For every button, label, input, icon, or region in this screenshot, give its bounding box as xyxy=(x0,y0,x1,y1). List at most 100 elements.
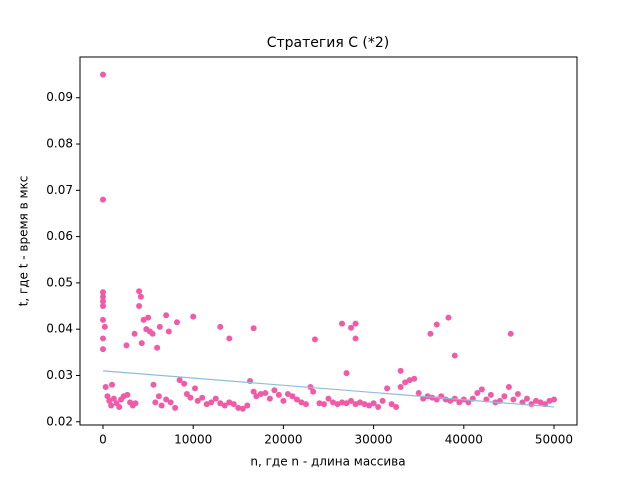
x-tick-label: 50000 xyxy=(535,433,573,447)
point xyxy=(100,298,107,305)
point xyxy=(173,319,180,326)
point xyxy=(138,340,145,347)
point xyxy=(262,390,269,397)
point xyxy=(284,390,291,397)
point xyxy=(145,314,152,321)
point xyxy=(253,393,260,400)
point xyxy=(357,399,364,406)
point xyxy=(104,393,111,400)
y-tick-label: 0.04 xyxy=(46,322,73,336)
point xyxy=(226,399,233,406)
point xyxy=(203,401,210,408)
point xyxy=(411,375,418,382)
point xyxy=(339,399,346,406)
point xyxy=(316,400,323,407)
point xyxy=(275,391,282,398)
point xyxy=(415,390,422,397)
point xyxy=(537,399,544,406)
point xyxy=(298,399,305,406)
point xyxy=(339,320,346,327)
x-tick-label: 0 xyxy=(99,433,107,447)
x-tick-label: 10000 xyxy=(174,433,212,447)
point xyxy=(451,352,458,359)
point xyxy=(523,395,530,402)
point xyxy=(100,289,107,296)
point xyxy=(217,323,224,330)
point xyxy=(230,401,237,408)
point xyxy=(110,395,117,402)
point xyxy=(124,391,131,398)
point xyxy=(250,325,257,332)
point xyxy=(352,401,359,408)
point xyxy=(510,396,517,403)
chart-title: Стратегия С (*2) xyxy=(267,35,390,51)
point xyxy=(478,386,485,393)
point xyxy=(100,71,107,78)
point xyxy=(199,394,206,401)
point xyxy=(361,401,368,408)
point xyxy=(226,335,233,342)
point xyxy=(235,404,242,411)
x-tick-label: 40000 xyxy=(445,433,483,447)
point xyxy=(155,393,162,400)
point xyxy=(156,323,163,330)
y-tick-label: 0.03 xyxy=(46,368,73,382)
point xyxy=(487,391,494,398)
point xyxy=(192,385,199,392)
point xyxy=(176,377,183,384)
point xyxy=(150,381,157,388)
point xyxy=(501,393,508,400)
point xyxy=(343,370,350,377)
point xyxy=(187,394,194,401)
point xyxy=(208,399,215,406)
point xyxy=(352,320,359,327)
point xyxy=(137,293,144,300)
point xyxy=(100,346,107,353)
point xyxy=(366,402,373,409)
point xyxy=(343,400,350,407)
point xyxy=(447,397,454,404)
point xyxy=(136,303,143,310)
point xyxy=(239,405,246,412)
point xyxy=(100,303,107,310)
point xyxy=(116,403,123,410)
point xyxy=(384,385,391,392)
point xyxy=(149,330,156,337)
point xyxy=(289,393,296,400)
point xyxy=(266,395,273,402)
point xyxy=(163,396,170,403)
point xyxy=(465,399,472,406)
point xyxy=(302,401,309,408)
point xyxy=(250,388,257,395)
point xyxy=(194,397,201,404)
point xyxy=(532,397,539,404)
point xyxy=(163,312,170,319)
point xyxy=(106,397,113,404)
point xyxy=(330,399,337,406)
point xyxy=(507,330,514,337)
point xyxy=(320,401,327,408)
point xyxy=(190,313,197,320)
point xyxy=(546,397,553,404)
point xyxy=(402,379,409,386)
trend-line xyxy=(102,370,555,408)
point xyxy=(271,387,278,394)
point xyxy=(212,395,219,402)
point xyxy=(108,402,115,409)
point xyxy=(221,402,228,409)
x-axis-label: n, где n - длина массива xyxy=(250,455,405,469)
point xyxy=(388,401,395,408)
point xyxy=(280,397,287,404)
point xyxy=(101,323,108,330)
point xyxy=(183,390,190,397)
point xyxy=(433,321,440,328)
point xyxy=(140,316,147,323)
point xyxy=(393,403,400,410)
point xyxy=(397,384,404,391)
point xyxy=(100,293,107,300)
point xyxy=(406,377,413,384)
point xyxy=(352,335,359,342)
y-tick-label: 0.07 xyxy=(46,183,73,197)
point xyxy=(165,328,172,335)
